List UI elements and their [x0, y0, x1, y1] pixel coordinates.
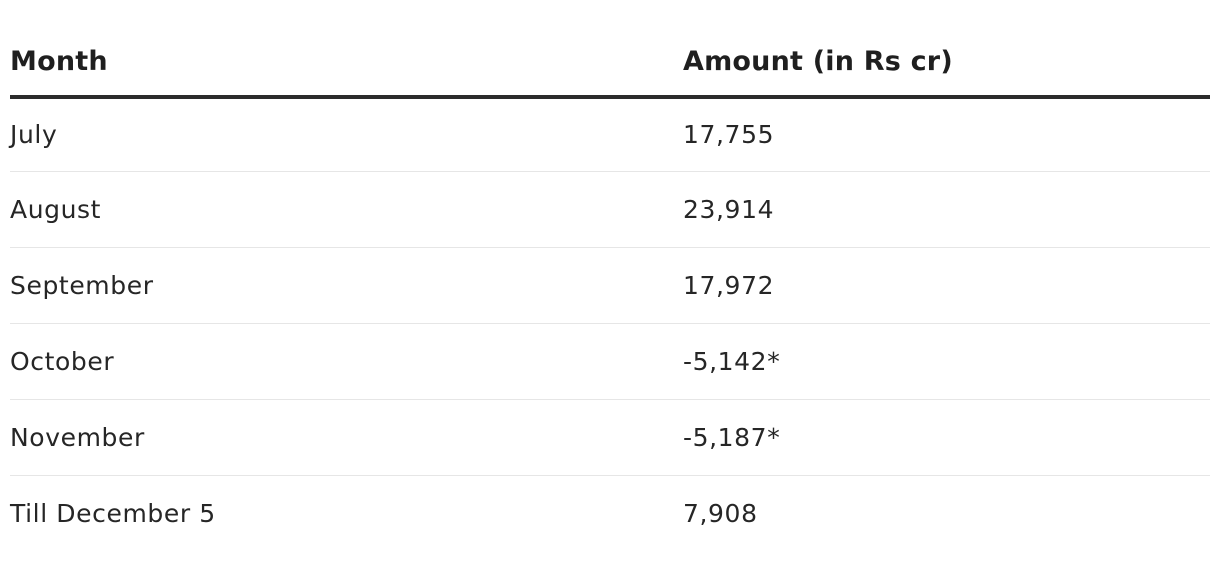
amount-cell: 17,972 — [683, 247, 1210, 324]
table-row: July 17,755 — [10, 97, 1210, 172]
header-row: Month Amount (in Rs cr) — [10, 0, 1210, 99]
amount-cell: -5,142* — [683, 323, 1210, 400]
table-row: September 17,972 — [10, 247, 1210, 324]
amount-cell: 23,914 — [683, 171, 1210, 248]
month-cell: July — [10, 97, 683, 172]
table-header: Month Amount (in Rs cr) — [10, 0, 1210, 99]
table-row: August 23,914 — [10, 171, 1210, 248]
amount-cell: -5,187* — [683, 399, 1210, 476]
month-cell: October — [10, 323, 683, 400]
amount-cell: 17,755 — [683, 97, 1210, 172]
table-row: November -5,187* — [10, 399, 1210, 476]
amount-cell: 7,908 — [683, 498, 758, 528]
month-cell: Till December 5 — [10, 498, 216, 528]
month-cell: August — [10, 171, 683, 248]
data-table-container: Month Amount (in Rs cr) July 17,755 Augu… — [10, 0, 1210, 551]
month-cell: November — [10, 399, 683, 476]
table-body: July 17,755 August 23,914 September 17,9… — [10, 97, 1210, 551]
table-row: Till December 5 7,908 — [10, 475, 1210, 551]
table-row: October -5,142* — [10, 323, 1210, 400]
data-table: Month Amount (in Rs cr) July 17,755 Augu… — [10, 0, 1210, 551]
month-cell: September — [10, 247, 683, 324]
column-header-month: Month — [10, 0, 683, 99]
column-header-amount: Amount (in Rs cr) — [683, 0, 1210, 99]
